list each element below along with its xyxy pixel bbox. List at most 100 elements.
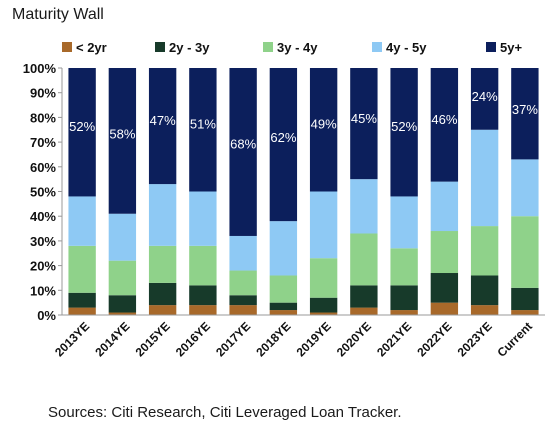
x-tick-label: 2020YE — [334, 319, 374, 359]
bar-segment — [269, 302, 298, 311]
stacked-bar-chart: < 2yr 2y - 3y 3y - 4y 4y - 5y 5y+ 0% 10% 20% 30… — [23, 40, 545, 360]
y-tick-label: 30% — [30, 234, 56, 249]
bar-segment — [229, 68, 257, 236]
y-tick-label: 10% — [30, 283, 56, 298]
bar-segment — [309, 258, 338, 298]
bar-segment — [390, 248, 418, 286]
y-tick-label: 90% — [30, 86, 56, 101]
x-tick-label: 2017YE — [213, 319, 253, 359]
bar-segment — [470, 275, 499, 306]
bar-segment — [511, 310, 539, 315]
bar-segment — [148, 282, 177, 306]
bar-segment — [470, 226, 499, 276]
bar-segment — [470, 305, 499, 315]
bar-segment — [108, 213, 137, 261]
y-axis: 0% 10% 20% 30% 40% 50% 60% 70% 80% 90% 100% — [23, 61, 63, 323]
bar-segment — [189, 305, 217, 315]
x-tick-label: Current — [494, 319, 535, 360]
bar-segment — [229, 270, 257, 296]
legend-label: 3y - 4y — [277, 40, 318, 55]
bar-segment — [511, 68, 539, 160]
bar-segment — [229, 305, 257, 315]
bar-segment — [148, 68, 177, 185]
legend-label: 4y - 5y — [386, 40, 427, 55]
x-tick-label: 2013YE — [52, 319, 92, 359]
data-label: 37% — [512, 102, 538, 117]
bar-segment — [269, 275, 298, 303]
legend-swatch — [486, 42, 496, 52]
x-tick-label: 2014YE — [92, 319, 132, 359]
bar-segment — [68, 245, 96, 293]
data-label: 52% — [69, 119, 95, 134]
bar-segment — [430, 231, 459, 274]
bar-segment — [390, 310, 418, 315]
bar-segment — [148, 305, 177, 315]
bar-segment — [350, 68, 378, 180]
legend-swatch — [62, 42, 72, 52]
bar-segment — [189, 191, 217, 246]
x-tick-label: 2015YE — [133, 319, 173, 359]
data-label: 49% — [311, 117, 337, 132]
data-label: 24% — [472, 89, 498, 104]
data-label: 47% — [150, 113, 176, 128]
bar-segment — [309, 191, 338, 259]
legend: < 2yr 2y - 3y 3y - 4y 4y - 5y 5y+ — [62, 40, 522, 55]
bar-segment — [68, 196, 96, 246]
data-label: 68% — [230, 137, 256, 152]
data-label: 46% — [431, 112, 457, 127]
bar-segment — [350, 285, 378, 308]
bar-segment — [430, 181, 459, 232]
bar-segment — [108, 260, 137, 296]
legend-swatch — [263, 42, 273, 52]
y-tick-label: 20% — [30, 259, 56, 274]
bar-segment — [350, 307, 378, 315]
bar-segment — [269, 221, 298, 276]
bar-segment — [189, 68, 217, 192]
bar-segment — [189, 245, 217, 286]
data-labels: 52% 58% 47% 51% 68% 62% 49% 45% 52% 46% 24% 37% — [69, 89, 538, 152]
legend-label: < 2yr — [76, 40, 107, 55]
y-tick-label: 50% — [30, 185, 56, 200]
x-tick-label: 2023YE — [455, 319, 495, 359]
bar-segment — [390, 285, 418, 311]
bar-segment — [390, 68, 418, 197]
bar-segment — [68, 307, 96, 315]
legend-swatch — [155, 42, 165, 52]
bar-segment — [470, 129, 499, 227]
bar-segment — [269, 310, 298, 315]
x-tick-label: 2021YE — [374, 319, 414, 359]
legend-label: 2y - 3y — [169, 40, 210, 55]
bar-segment — [148, 184, 177, 246]
bar-segment — [390, 196, 418, 249]
bar-segment — [229, 235, 257, 271]
bar-segment — [189, 285, 217, 306]
bar-segment — [511, 159, 539, 217]
x-tick-label: 2018YE — [253, 319, 293, 359]
bar-segment — [108, 68, 137, 214]
bar-segment — [470, 68, 499, 130]
bar-segment — [350, 233, 378, 286]
bar-segment — [108, 295, 137, 313]
data-label: 62% — [270, 130, 296, 145]
bars — [68, 68, 539, 315]
bar-segment — [430, 273, 459, 303]
bar-segment — [148, 245, 177, 283]
legend-label: 5y+ — [500, 40, 522, 55]
y-tick-label: 100% — [23, 61, 57, 76]
x-axis: 2013YE 2014YE 2015YE 2016YE 2017YE 2018YE 2019… — [52, 314, 545, 360]
x-tick-label: 2022YE — [414, 319, 454, 359]
bar-segment — [229, 295, 257, 306]
bar-segment — [430, 68, 459, 182]
y-tick-label: 80% — [30, 110, 56, 125]
y-tick-label: 70% — [30, 135, 56, 150]
x-tick-label: 2019YE — [294, 319, 334, 359]
bar-segment — [108, 312, 137, 315]
chart-title: Maturity Wall — [12, 6, 104, 23]
bar-segment — [511, 287, 539, 311]
bar-segment — [269, 68, 298, 222]
bar-segment — [309, 68, 338, 192]
data-label: 58% — [109, 127, 135, 142]
bar-segment — [350, 179, 378, 234]
data-label: 52% — [391, 119, 417, 134]
y-tick-label: 40% — [30, 209, 56, 224]
